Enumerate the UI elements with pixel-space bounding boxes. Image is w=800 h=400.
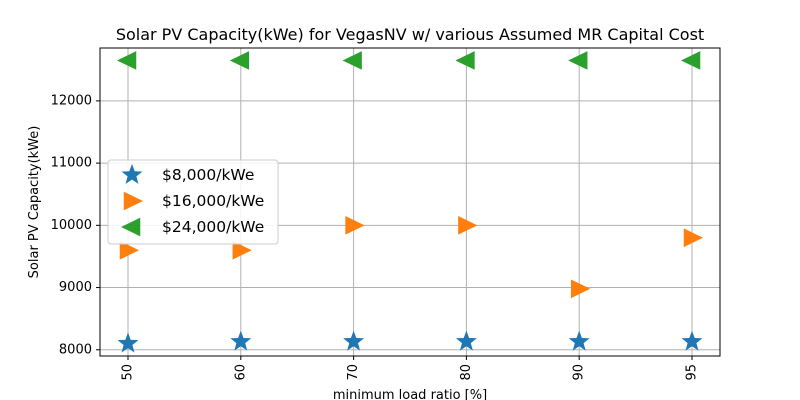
legend-label: $16,000/kWe	[162, 192, 264, 210]
legend-box	[107, 159, 279, 245]
data-point	[343, 330, 365, 351]
series-2	[119, 215, 703, 299]
axis-ticks: 50 60 70 80 90 95 8000 9000 10000 11000 12000	[51, 93, 700, 380]
series-3	[117, 51, 701, 70]
data-point	[681, 330, 703, 351]
legend: $8,000/kWe $16,000/kWe $24,000/kWe	[107, 159, 279, 245]
data-marks	[117, 51, 703, 353]
plot-frame	[99, 47, 721, 357]
data-point	[117, 51, 137, 70]
x-tick-label: 70	[346, 364, 361, 381]
x-tick-label: 50	[121, 364, 136, 381]
data-point	[232, 240, 252, 260]
data-point	[568, 51, 588, 70]
data-point	[458, 215, 478, 235]
y-tick-label: 8000	[59, 342, 92, 357]
legend-label: $8,000/kWe	[162, 166, 254, 184]
data-point	[345, 215, 365, 235]
y-tick-label: 10000	[51, 218, 92, 233]
legend-marker	[123, 191, 143, 211]
data-point	[230, 330, 252, 351]
chart-title: Solar PV Capacity(kWe) for VegasNV w/ va…	[116, 25, 704, 44]
data-point	[683, 228, 703, 248]
y-tick-label: 9000	[59, 280, 92, 295]
x-tick-label: 60	[233, 364, 248, 381]
x-tick-label: 80	[459, 364, 474, 381]
legend-label: $24,000/kWe	[162, 218, 264, 236]
y-tick-label: 12000	[51, 93, 92, 108]
legend-marker	[121, 217, 141, 237]
data-point	[342, 51, 362, 70]
data-point	[455, 330, 477, 351]
data-point	[455, 51, 475, 70]
data-point	[570, 279, 591, 299]
x-axis-title: minimum load ratio [%]	[333, 388, 487, 400]
series-1	[117, 330, 703, 353]
x-tick-label: 90	[572, 364, 587, 381]
data-point	[119, 240, 139, 260]
data-point	[681, 51, 701, 70]
data-point	[229, 51, 250, 70]
y-tick-label: 11000	[51, 156, 92, 171]
legend-marker	[121, 164, 143, 184]
x-tick-label: 95	[685, 364, 700, 381]
y-axis-title: Solar PV Capacity(kWe)	[27, 126, 42, 279]
data-point	[568, 330, 590, 351]
data-point	[117, 332, 139, 353]
